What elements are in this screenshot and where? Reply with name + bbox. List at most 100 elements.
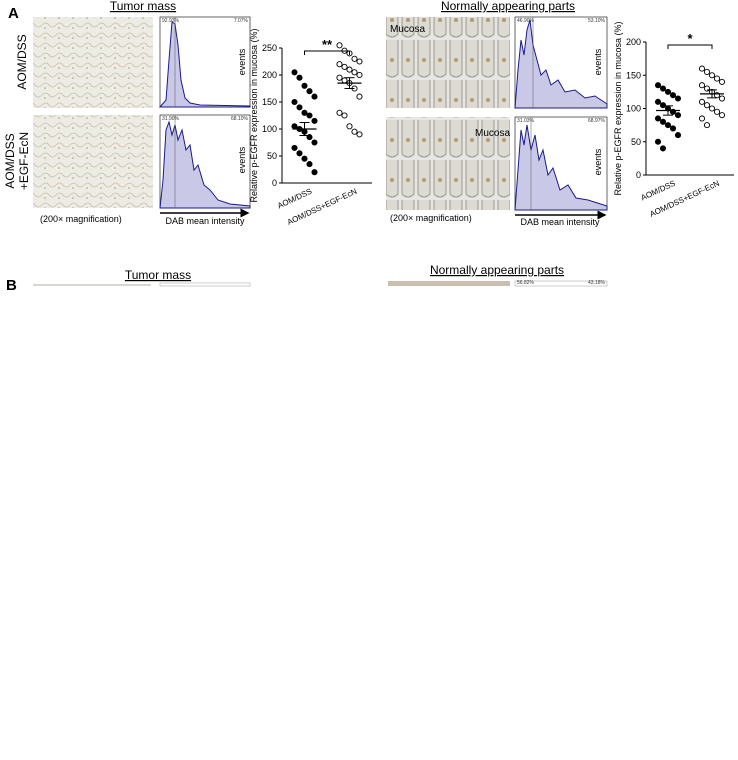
axis-label: events [593,148,603,175]
data-point [346,66,353,73]
row-label: AOM/DSS [3,133,17,188]
data-point [356,71,363,79]
data-point [336,61,343,68]
y-tick-label: 0 [272,178,277,188]
micrograph [388,281,510,286]
data-point [356,131,363,138]
significance-bracket [667,44,713,49]
x-tick-label: AOM/DSS [640,179,677,203]
data-point [311,139,318,146]
data-point [698,65,706,72]
gate-percent: 31.90% [162,116,180,122]
axis-label: DAB mean intensity [520,217,600,227]
panel-label: B [6,277,17,294]
micrograph [33,17,153,108]
annotation: Mucosa [475,128,510,139]
gate-percent: 31.03% [517,118,535,124]
axis-label: events [593,48,603,75]
y-tick-label: 100 [262,124,277,134]
data-point [311,93,318,100]
data-point [356,93,363,100]
data-point [351,69,358,76]
data-point [669,125,677,132]
data-point [336,42,343,49]
histogram: 46.90% 53.10% events [514,16,608,109]
data-point [708,105,716,112]
data-point [341,77,348,84]
data-point [351,55,358,62]
data-point [341,63,348,70]
section-title: Normally appearing parts [430,263,564,277]
significance-label: ** [322,37,333,52]
gate-percent: 92.93% [162,18,180,24]
data-point [296,104,303,111]
data-point [669,92,677,99]
data-point [306,112,313,119]
panel-label: A [8,5,19,22]
data-point [346,123,353,130]
histogram: 31.03% 68.97% events [514,116,608,211]
y-axis-label: Relative p-EGFR expression in mucosa (%) [249,28,259,202]
histogram-curve [159,120,251,209]
data-point [703,122,711,129]
caption: (200× magnification) [40,214,122,224]
y-tick-label: 50 [267,151,277,161]
data-point [664,88,672,95]
axis-label: events [237,48,247,75]
data-point [698,98,706,105]
gate-percent: 53.10% [588,18,606,24]
data-point [659,145,667,152]
data-point [306,88,313,95]
y-tick-label: 100 [626,104,641,114]
y-axis-label: Relative p-EGFR expression in mucosa (%) [613,21,623,195]
axis-label: events [237,146,247,173]
histogram: 31.90% 68.10% events [159,114,251,209]
histogram-frame [159,282,251,287]
y-tick-label: 0 [636,170,641,180]
gate-percent: 56.82% [517,280,535,286]
row-label: AOM/DSS [15,34,29,89]
y-tick-label: 150 [262,97,277,107]
section-title: Tumor mass [125,268,191,282]
data-point [713,108,721,115]
data-point [659,102,667,109]
data-point [654,115,662,122]
gate-percent: 7.07% [234,18,249,24]
gate-percent: 68.10% [231,116,249,122]
data-point [654,82,662,89]
data-point [718,112,726,119]
data-point [674,95,682,102]
micrograph [33,115,153,208]
annotation: Mucosa [390,24,425,35]
y-tick-label: 50 [631,137,641,147]
data-point [698,115,706,122]
data-point [708,72,716,79]
gate-percent: 43.18% [588,280,606,286]
data-point [296,150,303,157]
histogram-curve [514,19,608,109]
data-point [356,58,363,65]
data-point [336,109,343,116]
section-title: Normally appearing parts [441,0,575,13]
data-point [341,112,348,119]
data-point [306,161,313,168]
significance-bracket [304,50,350,55]
data-point [698,82,706,89]
micrograph [386,117,510,210]
data-point [351,128,358,135]
row-label: +EGF-EcN [17,132,31,190]
data-point [664,122,672,129]
data-point [659,85,667,92]
data-point [713,75,721,82]
gate-percent: 46.90% [517,18,535,24]
y-tick-label: 200 [262,70,277,80]
data-point [291,98,298,106]
data-point [654,138,662,145]
data-point [291,144,298,151]
data-point [659,118,667,125]
x-tick-label: AOM/DSS [276,187,313,211]
data-point [311,117,318,124]
histogram-curve [514,124,608,211]
data-point [311,169,318,176]
